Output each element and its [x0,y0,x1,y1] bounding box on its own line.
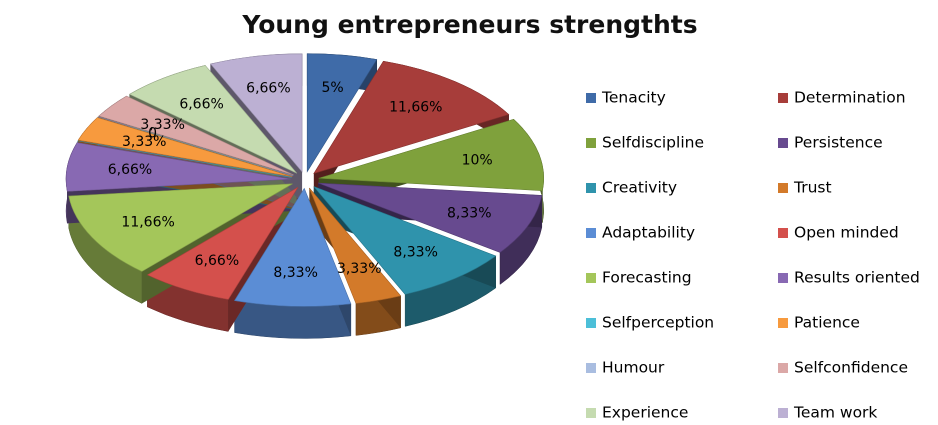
legend-swatch [778,183,788,193]
legend-swatch [586,183,596,193]
slice [318,118,544,191]
data-label: 11,66% [389,99,442,115]
legend-label: Open minded [794,224,899,242]
legend-label: Adaptability [602,224,695,242]
slice [210,53,303,173]
legend-label: Creativity [602,179,677,197]
slice [128,65,298,174]
slice [98,95,294,176]
legend-swatch [778,138,788,148]
legend-label: Determination [794,89,906,107]
slice [68,183,293,272]
data-label: 5% [321,80,343,96]
legend-label: Selfperception [602,314,714,332]
legend-label: Experience [602,404,688,422]
legend-swatch [586,363,596,373]
slice [309,187,402,304]
data-label: 8,33% [393,245,437,261]
chart-title: Young entrepreneurs strengthts [241,10,697,39]
legend-swatch [778,318,788,328]
pie-tops [65,53,544,307]
legend-label: Selfdiscipline [602,134,704,152]
data-label: 8,33% [447,206,491,222]
slice [313,186,497,295]
legend-label: Trust [793,179,832,197]
data-label: 6,66% [179,96,223,112]
slice [234,187,352,307]
legend-label: Humour [602,359,665,377]
slice [306,53,378,173]
legend-swatch [586,93,596,103]
data-label: 6,66% [246,81,290,97]
data-label: 3,33% [337,261,381,277]
legend-swatch [778,93,788,103]
legend-label: Persistence [794,134,883,152]
legend-swatch [778,228,788,238]
legend-label: Results oriented [794,269,920,287]
data-label: 6,66% [108,162,152,178]
slice [65,142,292,192]
legend-label: Forecasting [602,269,692,287]
legend-swatch [586,408,596,418]
legend-swatch [586,228,596,238]
slice [77,140,292,178]
legend-swatch [778,408,788,418]
data-label: 10% [462,153,493,169]
data-label: 3,33% [122,134,166,150]
legend-label: Selfconfidence [794,359,908,377]
legend-label: Patience [794,314,860,332]
data-label: 6,66% [195,253,239,269]
slice [313,60,510,174]
legend-swatch [778,273,788,283]
legend-swatch [586,138,596,148]
legend-swatch [778,363,788,373]
slice [77,117,293,177]
legend-swatch [586,273,596,283]
data-label: 3,33% [140,117,184,133]
slice [317,182,543,253]
data-label: 8,33% [273,265,317,281]
legend-swatch [586,318,596,328]
legend-label: Tenacity [601,89,666,107]
data-label: 0 [148,125,157,141]
slice [146,187,299,300]
legend-label: Team work [793,404,877,422]
data-label: 11,66% [121,214,174,230]
